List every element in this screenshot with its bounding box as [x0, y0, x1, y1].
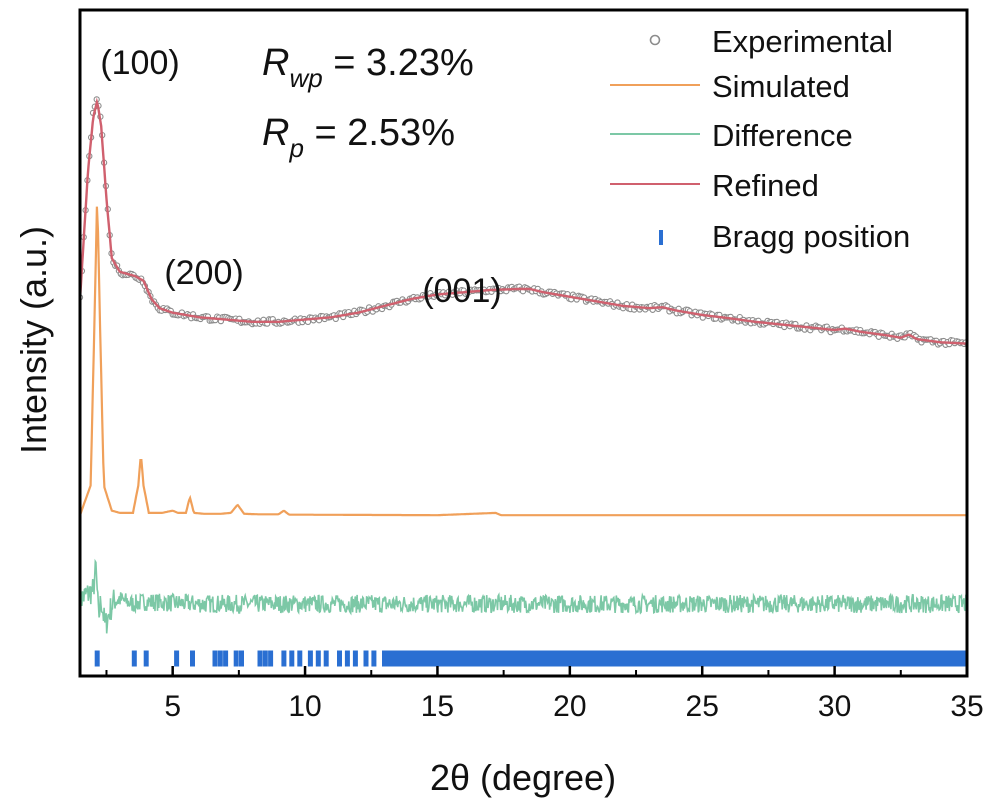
bragg-tick: [281, 650, 287, 667]
bragg-tick: [315, 650, 321, 667]
peak-label-001: (001): [422, 272, 501, 310]
bragg-tick: [223, 650, 229, 667]
refined-series-line: [80, 97, 967, 345]
legend-bragg-label: Bragg position: [712, 219, 910, 254]
bragg-tick: [307, 650, 313, 667]
bragg-tick: [174, 650, 180, 667]
x-tick-label: 15: [421, 690, 454, 723]
x-axis-title: 2θ (degree): [430, 757, 616, 798]
refined-layer: [80, 97, 967, 345]
bragg-tick: [268, 650, 274, 667]
simulated-layer: [80, 206, 967, 517]
legend-simulated-label: Simulated: [712, 69, 850, 104]
peak-label-200: (200): [164, 254, 243, 292]
legend-difference-label: Difference: [712, 118, 853, 153]
rp-symbol: R: [262, 112, 289, 154]
rwp-stat: Rwp = 3.23%: [262, 42, 474, 93]
bragg-tick: [262, 650, 268, 667]
bragg-tick: [352, 650, 358, 667]
simulated-series-line: [80, 206, 967, 517]
legend-bragg-marker: [659, 230, 663, 245]
rwp-value: = 3.23%: [323, 42, 474, 84]
bragg-tick: [212, 650, 218, 667]
legend: Experimental Simulated Difference Refine…: [610, 24, 910, 254]
plot-frame: [78, 8, 969, 678]
y-axis-title: Intensity (a.u.): [13, 226, 54, 454]
bragg-tick: [233, 650, 239, 667]
difference-series-line: [80, 558, 967, 634]
x-tick-label: 25: [686, 690, 719, 723]
bragg-tick: [217, 650, 223, 667]
rwp-symbol: R: [262, 42, 289, 84]
bragg-tick: [371, 650, 377, 667]
x-tick-label: 10: [288, 690, 321, 723]
bragg-tick: [323, 650, 329, 667]
peak-label-100: (100): [100, 44, 179, 82]
bragg-tick: [131, 650, 137, 667]
bragg-tick: [257, 650, 263, 667]
bragg-tick: [143, 650, 149, 667]
rp-value: = 2.53%: [304, 112, 455, 154]
legend-experimental-label: Experimental: [712, 24, 893, 59]
bragg-tick: [363, 650, 369, 667]
bragg-tick: [344, 650, 350, 667]
x-tick-label: 30: [818, 690, 851, 723]
legend-refined-label: Refined: [712, 168, 819, 203]
legend-experimental-marker: [649, 34, 661, 46]
bragg-dense-band: [384, 650, 967, 667]
rwp-subscript: wp: [289, 63, 322, 93]
bragg-tick: [297, 650, 303, 667]
rp-subscript: p: [288, 133, 303, 163]
x-tick-label: 5: [164, 690, 181, 723]
x-tick-label: 35: [950, 690, 983, 723]
bragg-tick: [239, 650, 244, 667]
x-axis-ticks: 5 10 15 20 25 30 35: [105, 666, 984, 723]
bragg-tick: [337, 650, 342, 667]
bragg-tick: [94, 650, 100, 667]
bragg-position-layer: [94, 650, 967, 667]
difference-layer: [80, 558, 967, 634]
bragg-tick: [190, 650, 195, 667]
rp-stat: Rp = 2.53%: [262, 112, 455, 163]
bragg-tick: [289, 650, 295, 667]
x-tick-label: 20: [553, 690, 586, 723]
